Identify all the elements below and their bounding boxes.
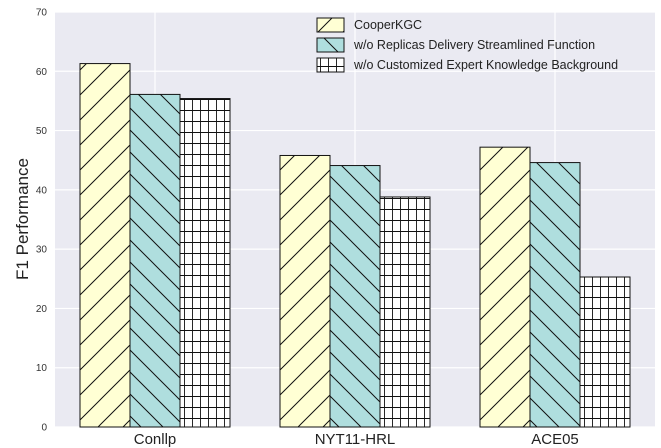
legend-label: w/o Customized Expert Knowledge Backgrou… [353, 58, 618, 72]
y-tick-label: 40 [36, 185, 48, 196]
bars [79, 63, 631, 428]
bar-hatch [529, 162, 581, 428]
y-tick-label: 60 [36, 67, 48, 78]
bar-hatch [579, 276, 631, 428]
y-tick-label: 20 [36, 304, 48, 315]
legend: CooperKGC w/o Replicas Delivery Streamlin… [316, 17, 618, 73]
bar-hatch [279, 154, 331, 428]
bar-hatch [79, 63, 131, 428]
legend-swatch-hatch [316, 57, 345, 73]
x-tick-label: Conllp [134, 431, 177, 448]
y-tick-label: 0 [41, 423, 47, 434]
bar-hatch [379, 196, 431, 428]
legend-swatch-hatch [316, 37, 345, 53]
bar-hatch [129, 93, 181, 428]
bar-hatch [179, 98, 231, 428]
bar-hatch [329, 165, 381, 428]
x-tick-labels: Conllp NYT11-HRL ACE05 [134, 431, 579, 448]
y-tick-label: 50 [36, 126, 48, 137]
x-tick-label: ACE05 [531, 431, 579, 448]
legend-label: CooperKGC [354, 18, 422, 32]
legend-swatch-hatch [316, 17, 345, 33]
y-axis-label: F1 Performance [13, 158, 32, 280]
y-tick-labels: 0 10 20 30 40 50 60 70 [36, 8, 48, 434]
x-tick-label: NYT11-HRL [315, 431, 396, 448]
y-tick-label: 10 [36, 363, 48, 374]
y-tick-label: 30 [36, 245, 48, 256]
bar-hatch [479, 146, 531, 428]
y-tick-label: 70 [36, 8, 48, 19]
legend-label: w/o Replicas Delivery Streamlined Functi… [353, 38, 595, 52]
